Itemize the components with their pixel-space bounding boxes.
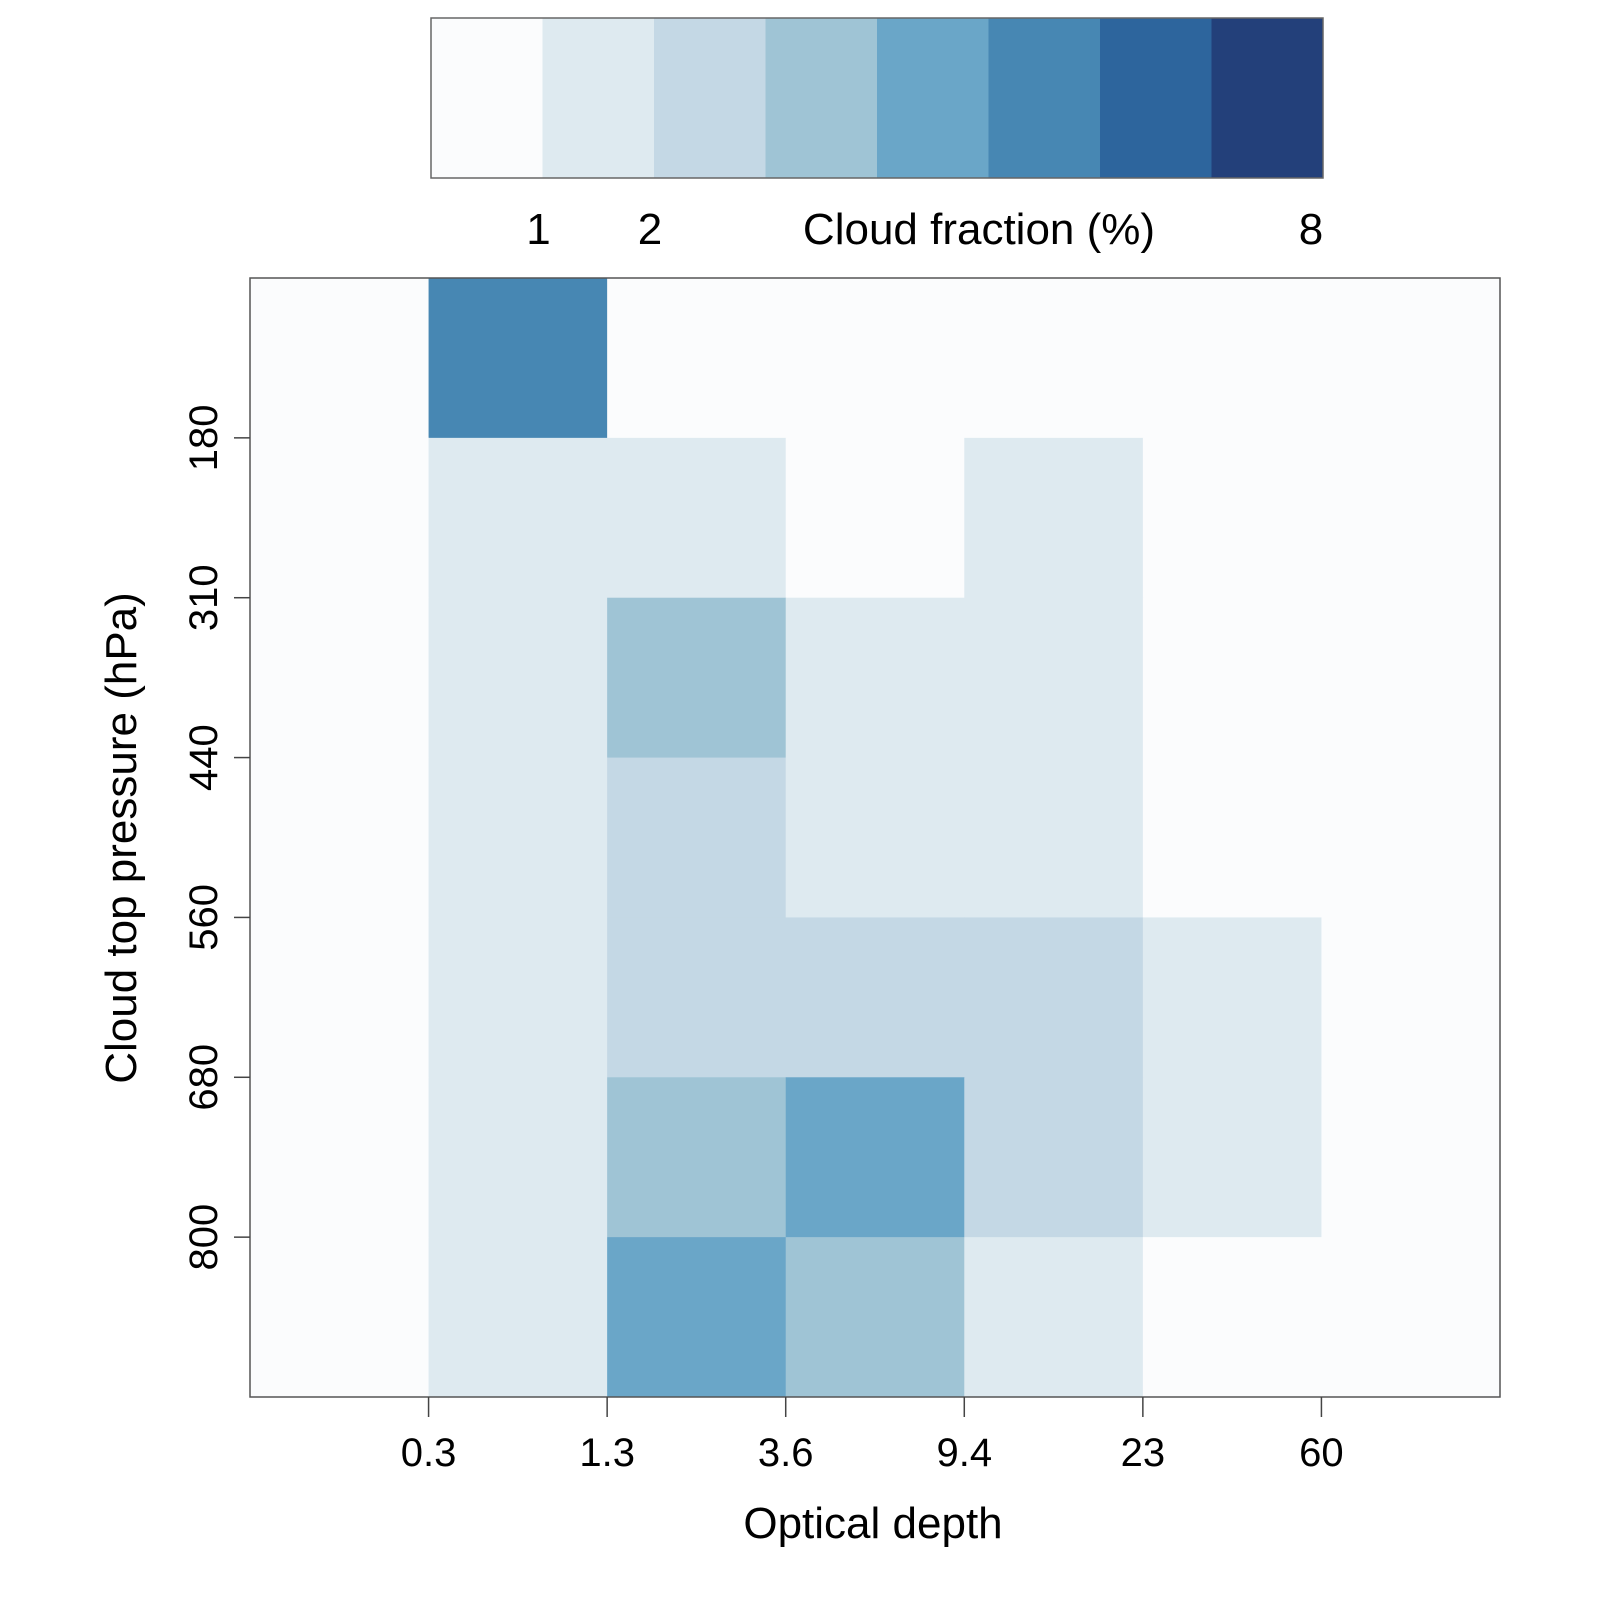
colorbar-swatch bbox=[1211, 18, 1324, 178]
heatmap-cell bbox=[607, 917, 787, 1078]
heatmap-cell bbox=[964, 437, 1144, 599]
heatmap-cell bbox=[1321, 757, 1501, 918]
colorbar-swatch bbox=[1100, 18, 1212, 178]
colorbar: 1 2 8 bbox=[430, 17, 1324, 254]
heatmap-cell bbox=[785, 1077, 965, 1238]
heatmap-cell bbox=[250, 1237, 430, 1398]
colorbar-swatch bbox=[988, 18, 1101, 178]
y-tick-label: 800 bbox=[182, 1204, 226, 1271]
heatmap-cell bbox=[1142, 917, 1322, 1078]
heatmap-cell bbox=[1142, 437, 1322, 599]
heatmap-cell bbox=[428, 278, 608, 439]
colorbar-swatch bbox=[877, 18, 989, 178]
heatmap-cell bbox=[1142, 1237, 1322, 1398]
x-tick-label: 3.6 bbox=[758, 1431, 814, 1475]
heatmap-cell bbox=[1321, 437, 1501, 599]
heatmap-cell bbox=[964, 597, 1144, 759]
heatmap-cell bbox=[428, 917, 608, 1078]
heatmap-cell bbox=[607, 757, 787, 918]
heatmap-cell bbox=[1142, 597, 1322, 759]
heatmap-cell bbox=[785, 437, 965, 599]
y-tick-label: 560 bbox=[182, 884, 226, 951]
heatmap-cell bbox=[250, 1077, 430, 1238]
heatmap-cell bbox=[428, 597, 608, 759]
colorbar-swatch bbox=[765, 18, 878, 178]
heatmap-cell bbox=[785, 757, 965, 918]
y-tick-label: 440 bbox=[182, 724, 226, 791]
heatmap-cells bbox=[250, 278, 1501, 1398]
x-tick-label: 60 bbox=[1299, 1431, 1344, 1475]
y-tick-label: 680 bbox=[182, 1044, 226, 1111]
heatmap-cell bbox=[607, 278, 787, 439]
heatmap-cell bbox=[1321, 1077, 1501, 1238]
colorbar-frame bbox=[430, 17, 1324, 179]
heatmap-cell bbox=[1321, 278, 1501, 439]
heatmap-cell bbox=[785, 597, 965, 759]
heatmap-cell bbox=[250, 278, 430, 439]
heatmap-cell bbox=[607, 437, 787, 599]
heatmap-cell bbox=[785, 917, 965, 1078]
x-tick-label: 0.3 bbox=[401, 1431, 457, 1475]
y-tick-label: 180 bbox=[182, 404, 226, 471]
x-tick-label: 1.3 bbox=[579, 1431, 635, 1475]
heatmap-cell bbox=[964, 757, 1144, 918]
y-tick-label: 310 bbox=[182, 564, 226, 631]
x-axis-title: Optical depth bbox=[743, 1499, 1002, 1548]
y-axis-title: Cloud top pressure (hPa) bbox=[97, 592, 146, 1084]
heatmap-cell bbox=[1142, 1077, 1322, 1238]
heatmap-cell bbox=[785, 1237, 965, 1398]
x-tick-label: 23 bbox=[1121, 1431, 1166, 1475]
heatmap-cell bbox=[964, 917, 1144, 1078]
heatmap-cell bbox=[428, 757, 608, 918]
y-axis: 180 310 440 560 680 800 bbox=[182, 404, 250, 1271]
heatmap-cell bbox=[250, 437, 430, 599]
x-tick-label: 9.4 bbox=[936, 1431, 992, 1475]
heatmap-cell bbox=[1321, 917, 1501, 1078]
heatmap-cell bbox=[1321, 597, 1501, 759]
colorbar-title: Cloud fraction (%) bbox=[803, 205, 1155, 254]
heatmap-cell bbox=[428, 437, 608, 599]
x-axis: 0.3 1.3 3.6 9.4 23 60 bbox=[401, 1397, 1344, 1475]
heatmap-cell bbox=[964, 1077, 1144, 1238]
heatmap-cell bbox=[964, 278, 1144, 439]
heatmap-cell bbox=[607, 1077, 787, 1238]
heatmap-cell bbox=[1321, 1237, 1501, 1398]
plot-frame bbox=[249, 277, 1501, 1398]
heatmap-cell bbox=[607, 1237, 787, 1398]
colorbar-swatch bbox=[542, 18, 655, 178]
colorbar-swatch bbox=[654, 18, 766, 178]
heatmap-cell bbox=[250, 917, 430, 1078]
colorbar-tick-label: 8 bbox=[1299, 205, 1323, 254]
heatmap-cell bbox=[428, 1077, 608, 1238]
heatmap-cell bbox=[1142, 278, 1322, 439]
heatmap-cell bbox=[428, 1237, 608, 1398]
heatmap-cell bbox=[607, 597, 787, 759]
colorbar-tick-label: 1 bbox=[526, 205, 550, 254]
heatmap-cell bbox=[1142, 757, 1322, 918]
colorbar-tick-label: 2 bbox=[638, 205, 662, 254]
colorbar-swatch bbox=[431, 18, 543, 178]
heatmap-cell bbox=[250, 757, 430, 918]
heatmap-cell bbox=[785, 278, 965, 439]
heatmap-cell bbox=[964, 1237, 1144, 1398]
heatmap-cell bbox=[250, 597, 430, 759]
